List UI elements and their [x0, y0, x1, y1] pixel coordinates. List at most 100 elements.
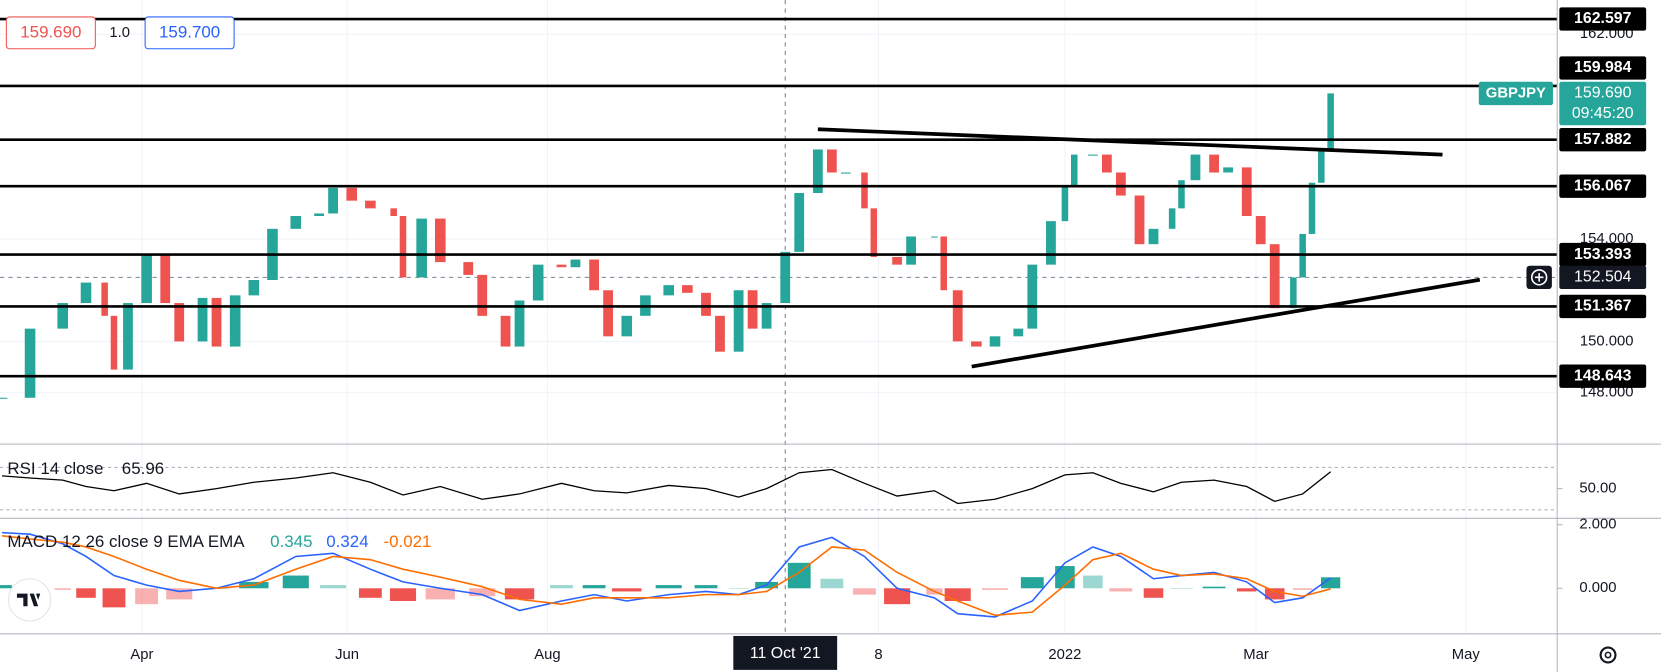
candle: [663, 285, 674, 296]
histogram-value: 0.345: [270, 532, 312, 551]
macd-histogram-bar: [358, 588, 382, 598]
symbol: GBPJPY: [1486, 85, 1546, 101]
macd-histogram-bar: [981, 588, 1009, 590]
candle: [952, 290, 963, 342]
level-label: 159.984: [1574, 59, 1632, 76]
candle: [733, 290, 744, 352]
candle: [416, 218, 427, 278]
candle: [123, 303, 133, 370]
x-tick-label: Aug: [534, 647, 560, 663]
macd-histogram-bar: [1320, 577, 1341, 589]
candle: [1115, 172, 1126, 196]
level-label: 162.597: [1574, 10, 1632, 27]
level-label-box: [1559, 242, 1647, 267]
candle: [0, 397, 8, 399]
ask-box[interactable]: [144, 16, 235, 50]
candle: [500, 315, 511, 347]
rsi-value: 65.96: [122, 459, 164, 478]
candle: [1190, 154, 1201, 181]
candle: [1027, 264, 1038, 329]
candle: [826, 149, 837, 173]
candle: [780, 251, 791, 304]
candle: [1088, 154, 1098, 156]
macd-histogram-bar: [820, 578, 844, 589]
candle: [1290, 277, 1297, 309]
candle: [570, 259, 581, 268]
gear[interactable]: [1599, 646, 1617, 664]
rsi-legend: RSI 14 close: [7, 459, 103, 478]
macd-histogram-bar: [102, 588, 126, 608]
macd-histogram-bar: [655, 585, 682, 589]
candle: [931, 236, 938, 238]
logo-circle: [7, 578, 52, 622]
candle: [290, 216, 302, 229]
last-price-box: [1559, 81, 1647, 126]
candle: [463, 262, 474, 275]
spread: 1.0: [109, 25, 130, 41]
candle: [390, 208, 397, 217]
candle: [761, 303, 772, 329]
symbol-box: [1478, 81, 1553, 106]
candle: [1223, 167, 1233, 173]
candle: [1148, 228, 1159, 245]
x-tick-label: Mar: [1243, 647, 1269, 663]
level-label: 156.067: [1574, 177, 1632, 194]
macd-histogram-bar: [884, 588, 911, 605]
macd-histogram-bar: [944, 588, 971, 601]
x-tick-label: 2022: [1048, 647, 1081, 663]
candle: [160, 254, 171, 304]
rsi-line: [2, 468, 1332, 505]
x-tick-label: Jun: [335, 647, 359, 663]
candle: [514, 300, 525, 347]
level-label-box: [1559, 128, 1647, 152]
candle: [1168, 208, 1176, 229]
candle: [603, 290, 613, 337]
macd-histogram-bar: [320, 585, 347, 589]
candle: [24, 328, 36, 398]
trend-line: [817, 127, 1443, 157]
signal-line: [2, 535, 1331, 617]
macd-histogram-bar: [1020, 577, 1044, 589]
candle: [1255, 216, 1266, 245]
tv-logo: [7, 578, 52, 622]
macd-histogram-bar: [1202, 586, 1226, 589]
x-tick-label: Apr: [130, 647, 153, 663]
candle: [556, 264, 567, 268]
candle: [248, 280, 260, 296]
macd-histogram-bar: [853, 588, 876, 595]
macd-histogram-bar: [469, 588, 496, 597]
macd-histogram-bar: [1109, 588, 1133, 592]
candle: [1178, 180, 1185, 209]
bid-box[interactable]: [5, 16, 96, 50]
settings-icon[interactable]: [1599, 646, 1617, 664]
candle: [141, 254, 152, 304]
macd-tick-label: 2.000: [1579, 517, 1616, 533]
macd-legend: MACD 12 26 close 9 EMA EMA: [7, 532, 245, 551]
trend-line: [971, 277, 1481, 369]
level-label: 148.643: [1574, 367, 1632, 384]
candle: [812, 149, 823, 193]
macd-histogram-bar: [389, 588, 417, 601]
candle: [314, 213, 324, 217]
macd-histogram-bar: [1170, 588, 1193, 589]
price-pane: [0, 0, 1558, 634]
macd-histogram-bar: [787, 562, 811, 589]
candle: [1101, 154, 1112, 173]
candle: [1318, 149, 1325, 183]
macd-histogram-bar: [612, 588, 642, 592]
candle: [399, 216, 407, 278]
candle: [861, 172, 868, 209]
macd-histogram-bar: [1236, 588, 1257, 592]
candle: [477, 274, 488, 316]
crosshair-time-box: [733, 635, 838, 670]
candle: [1046, 221, 1056, 265]
candle: [1308, 182, 1316, 234]
candle: [1327, 93, 1334, 150]
crosshair-time: 11 Oct '21: [750, 645, 821, 662]
candle: [346, 187, 358, 201]
axes: Apr Jun Aug 8 2022 Mar May162.000154.000150.00…: [130, 7, 1647, 670]
rsi-tick-label: 50.00: [1579, 481, 1616, 497]
level-label-box: [1559, 56, 1647, 80]
logo-mark: [16, 593, 41, 607]
candle: [1134, 195, 1145, 245]
